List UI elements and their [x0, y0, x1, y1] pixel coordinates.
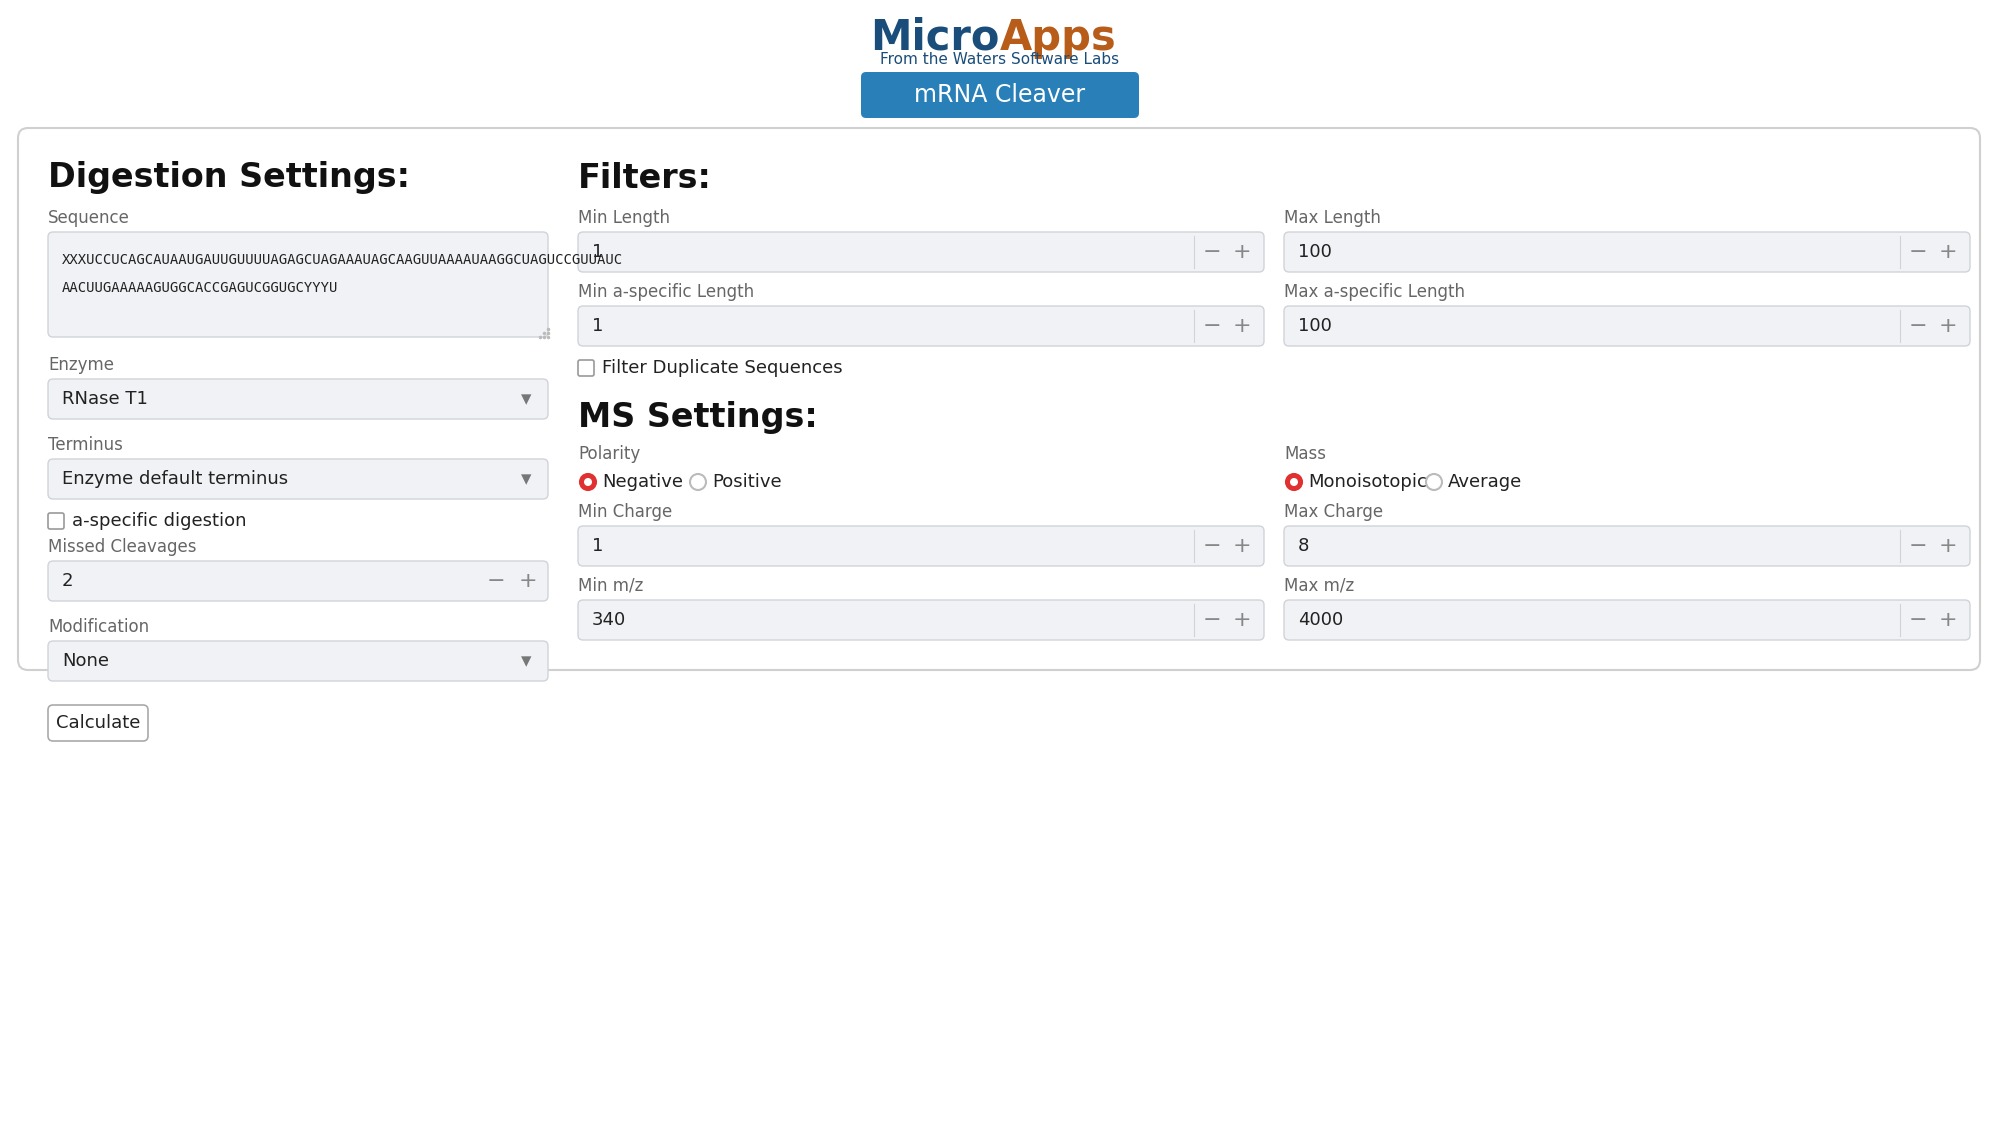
FancyBboxPatch shape	[48, 232, 548, 337]
Text: ▾: ▾	[520, 652, 532, 671]
Text: From the Waters Software Labs: From the Waters Software Labs	[880, 53, 1120, 68]
Text: Enzyme: Enzyme	[48, 356, 114, 374]
Circle shape	[1426, 474, 1442, 490]
Text: Apps: Apps	[1000, 17, 1116, 60]
Text: RNase T1: RNase T1	[62, 390, 148, 408]
Text: Mass: Mass	[1284, 445, 1326, 463]
FancyBboxPatch shape	[578, 306, 1264, 346]
Text: −: −	[486, 571, 506, 591]
Text: Terminus: Terminus	[48, 436, 122, 455]
Text: −: −	[1908, 242, 1928, 262]
Text: +: +	[1232, 242, 1252, 262]
FancyBboxPatch shape	[48, 459, 548, 499]
FancyBboxPatch shape	[1284, 306, 1970, 346]
Text: MS Settings:: MS Settings:	[578, 402, 818, 434]
Text: −: −	[1202, 316, 1222, 335]
Text: Digestion Settings:: Digestion Settings:	[48, 161, 410, 195]
Text: Enzyme default terminus: Enzyme default terminus	[62, 469, 288, 488]
Text: 340: 340	[592, 611, 626, 629]
Text: Sequence: Sequence	[48, 210, 130, 227]
FancyBboxPatch shape	[860, 72, 1140, 118]
Text: Micro: Micro	[870, 17, 1000, 60]
Text: Missed Cleavages: Missed Cleavages	[48, 538, 196, 556]
Text: Max Charge: Max Charge	[1284, 503, 1384, 521]
FancyBboxPatch shape	[1284, 526, 1970, 566]
Text: 1: 1	[592, 537, 604, 555]
Text: Filters:: Filters:	[578, 161, 712, 195]
Text: −: −	[1908, 316, 1928, 335]
FancyBboxPatch shape	[48, 641, 548, 681]
FancyBboxPatch shape	[578, 360, 594, 376]
Text: Min m/z: Min m/z	[578, 577, 644, 595]
Text: Max a-specific Length: Max a-specific Length	[1284, 283, 1464, 301]
Text: Average: Average	[1448, 473, 1522, 491]
Text: +: +	[1938, 316, 1958, 335]
Text: Max Length: Max Length	[1284, 210, 1380, 227]
FancyBboxPatch shape	[48, 513, 64, 529]
Text: ▾: ▾	[520, 469, 532, 489]
Text: +: +	[1938, 242, 1958, 262]
Text: −: −	[1908, 536, 1928, 556]
Text: +: +	[1232, 536, 1252, 556]
FancyBboxPatch shape	[578, 232, 1264, 273]
Text: +: +	[1232, 316, 1252, 335]
Text: −: −	[1202, 536, 1222, 556]
Text: 1: 1	[592, 317, 604, 335]
Text: AACUUGAAAAAGUGGCACCGAGUCGGUGCYYYU: AACUUGAAAAAGUGGCACCGAGUCGGUGCYYYU	[62, 281, 338, 295]
FancyBboxPatch shape	[18, 128, 1980, 670]
Circle shape	[580, 474, 596, 490]
Text: 4000: 4000	[1298, 611, 1344, 629]
Text: +: +	[1938, 610, 1958, 630]
Circle shape	[1286, 474, 1302, 490]
Text: Positive: Positive	[712, 473, 782, 491]
FancyBboxPatch shape	[578, 600, 1264, 640]
FancyBboxPatch shape	[1284, 232, 1970, 273]
Text: +: +	[1938, 536, 1958, 556]
Text: 2: 2	[62, 572, 74, 590]
Text: 8: 8	[1298, 537, 1310, 555]
Text: −: −	[1202, 242, 1222, 262]
Text: Min Charge: Min Charge	[578, 503, 672, 521]
FancyBboxPatch shape	[48, 705, 148, 741]
Text: Filter Duplicate Sequences: Filter Duplicate Sequences	[602, 360, 842, 377]
FancyBboxPatch shape	[578, 526, 1264, 566]
FancyBboxPatch shape	[48, 379, 548, 419]
Circle shape	[1290, 477, 1298, 485]
Text: Max m/z: Max m/z	[1284, 577, 1354, 595]
Text: Min a-specific Length: Min a-specific Length	[578, 283, 754, 301]
Text: None: None	[62, 652, 108, 670]
Text: Monoisotopic: Monoisotopic	[1308, 473, 1426, 491]
Text: +: +	[518, 571, 538, 591]
Text: a-specific digestion: a-specific digestion	[72, 512, 246, 530]
Text: 100: 100	[1298, 317, 1332, 335]
Circle shape	[584, 477, 592, 485]
Text: +: +	[1232, 610, 1252, 630]
Text: Min Length: Min Length	[578, 210, 670, 227]
FancyBboxPatch shape	[1284, 600, 1970, 640]
Text: −: −	[1202, 610, 1222, 630]
Text: Negative: Negative	[602, 473, 684, 491]
Text: XXXUCCUCAGCAUAAUGAUUGUUUUAGAGCUAGAAAUAGCAAGUUAAAAUAAGGCUAGUCCGUUAUC: XXXUCCUCAGCAUAAUGAUUGUUUUAGAGCUAGAAAUAGC…	[62, 253, 624, 267]
Text: 1: 1	[592, 243, 604, 261]
Text: Calculate: Calculate	[56, 714, 140, 732]
Text: Modification: Modification	[48, 618, 150, 635]
Text: 100: 100	[1298, 243, 1332, 261]
Circle shape	[690, 474, 706, 490]
Text: −: −	[1908, 610, 1928, 630]
Text: mRNA Cleaver: mRNA Cleaver	[914, 82, 1086, 106]
FancyBboxPatch shape	[48, 561, 548, 601]
Text: Polarity: Polarity	[578, 445, 640, 463]
Text: ▾: ▾	[520, 389, 532, 409]
